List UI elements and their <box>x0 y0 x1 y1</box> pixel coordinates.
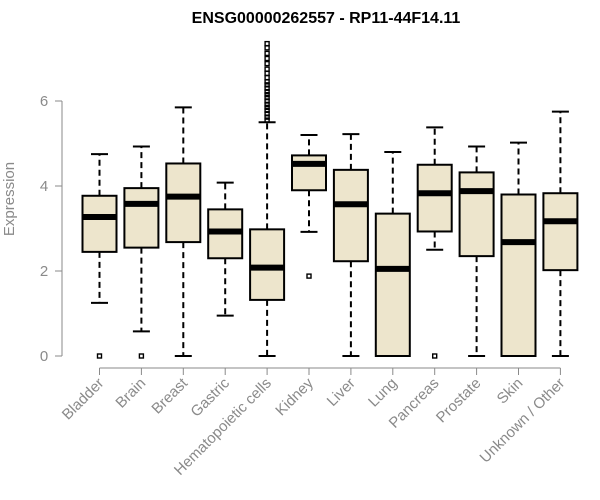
outlier-point <box>264 107 270 114</box>
x-tick-label: Bladder <box>59 375 108 424</box>
box-body <box>332 168 369 263</box>
box-prostate <box>458 145 495 357</box>
box-gastric <box>207 181 244 317</box>
outlier-point <box>264 82 270 88</box>
y-tick-label: 0 <box>40 348 48 365</box>
box-breast <box>165 106 202 357</box>
y-tick-label: 4 <box>40 178 48 195</box>
box-body <box>458 171 495 258</box>
outlier-point <box>264 91 270 98</box>
outlier-point <box>264 40 270 47</box>
x-tick-label: Lung <box>365 375 401 411</box>
box-lung <box>374 151 411 357</box>
y-tick-label: 2 <box>40 263 48 280</box>
box-bladder <box>81 153 118 359</box>
outlier-point <box>264 79 270 85</box>
box-brain <box>123 145 160 359</box>
box-kidney <box>291 134 327 279</box>
box-body <box>542 192 579 272</box>
outlier-point <box>264 94 270 101</box>
outlier-point <box>264 70 270 77</box>
x-tick-label: Kidney <box>272 374 317 419</box>
outlier-point <box>264 66 270 72</box>
y-axis: 0 2 4 6 <box>40 93 63 365</box>
x-tick-label: Breast <box>148 374 191 417</box>
x-tick-label: Brain <box>112 375 149 412</box>
box-body <box>374 212 411 357</box>
outlier-point <box>264 45 270 51</box>
box-pancreas <box>416 126 453 359</box>
outlier-point <box>264 55 270 62</box>
box-hematopoietic-cells <box>249 40 286 357</box>
box-liver <box>332 133 369 357</box>
boxes-layer <box>81 40 579 359</box>
outlier-point <box>264 104 270 111</box>
outlier-point <box>306 273 312 279</box>
x-tick-label: Prostate <box>433 375 485 427</box>
x-tick-label: Liver <box>324 375 359 410</box>
y-tick-label: 6 <box>40 93 48 110</box>
box-body <box>500 193 537 357</box>
box-body <box>291 154 327 192</box>
outlier-point <box>264 60 270 67</box>
box-body <box>81 194 118 253</box>
outlier-point <box>264 74 270 81</box>
outlier-point <box>264 117 270 123</box>
outlier-point <box>138 353 145 359</box>
box-unknown-other <box>542 110 579 357</box>
box-body <box>123 187 160 249</box>
box-body <box>416 163 453 233</box>
x-tick-label: Skin <box>494 375 527 408</box>
y-axis-label: Expression <box>1 162 18 236</box>
outlier-point <box>264 50 270 57</box>
box-skin <box>500 141 537 357</box>
outlier-point <box>432 353 438 359</box>
chart-title: ENSG00000262557 - RP11-44F14.11 <box>192 10 461 27</box>
box-body <box>165 162 202 244</box>
outlier-point <box>96 353 103 359</box>
